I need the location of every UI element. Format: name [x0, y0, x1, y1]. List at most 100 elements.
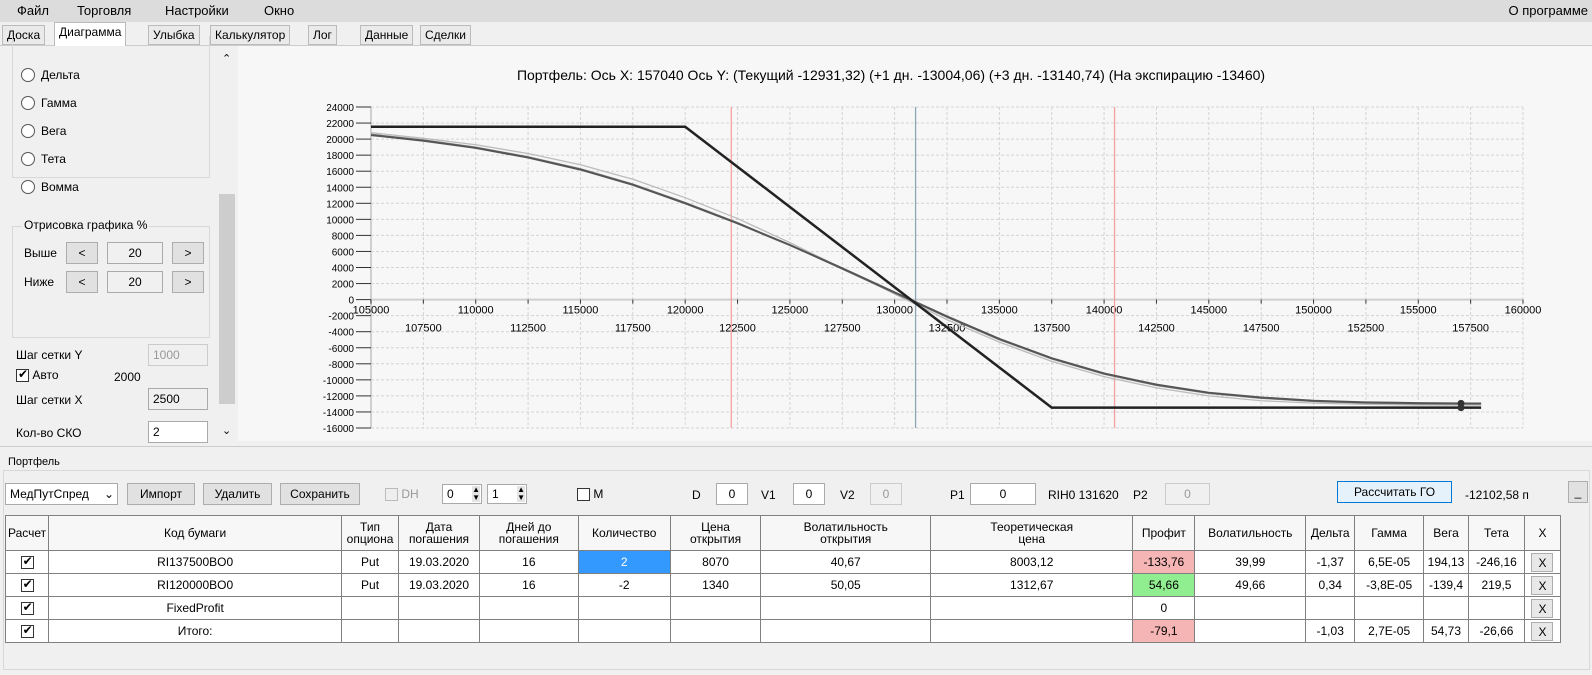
table-cell[interactable]: -1,03	[1305, 619, 1356, 643]
spinner-arrows-icon[interactable]: ▲ ▼	[472, 485, 480, 502]
table-cell[interactable]	[669, 619, 762, 643]
calc-checkbox-cell[interactable]	[4, 550, 50, 574]
checkbox-icon[interactable]	[20, 623, 34, 639]
radio-vega[interactable]: Вега	[21, 124, 66, 138]
column-header[interactable]: Цена открытия	[669, 515, 762, 551]
delete-row-button[interactable]: X	[1531, 598, 1554, 618]
import-button[interactable]: Импорт	[127, 483, 195, 505]
table-cell[interactable]: -133,76	[1132, 550, 1196, 574]
table-cell[interactable]: 40,67	[760, 550, 932, 574]
tab-calculator[interactable]: Калькулятор	[210, 25, 291, 45]
table-cell[interactable]: 2	[577, 550, 671, 574]
table-cell[interactable]: -1,37	[1305, 550, 1356, 574]
column-header[interactable]: Дельта	[1305, 515, 1356, 551]
column-header[interactable]: Волатильность открытия	[760, 515, 932, 551]
table-cell[interactable]: 50,05	[760, 573, 932, 597]
table-cell[interactable]	[1194, 596, 1307, 620]
table-cell[interactable]: 1312,67	[930, 573, 1134, 597]
above-increase-button[interactable]: >	[172, 242, 204, 264]
v2-input[interactable]: 0	[870, 483, 902, 505]
column-header[interactable]: Гамма	[1354, 515, 1425, 551]
table-cell[interactable]: 1340	[669, 573, 762, 597]
table-cell[interactable]: FixedProfit	[48, 596, 343, 620]
table-cell[interactable]: 2,7E-05	[1354, 619, 1425, 643]
table-cell[interactable]: 16	[478, 550, 579, 574]
column-header[interactable]: Дата погашения	[398, 515, 480, 551]
tab-diagram[interactable]: Диаграмма	[54, 22, 127, 46]
grid-x-input[interactable]: 2500	[148, 388, 208, 410]
radio-gamma[interactable]: Гамма	[21, 96, 77, 110]
calc-checkbox-cell[interactable]	[4, 573, 50, 597]
spinner-arrows-icon[interactable]: ▲ ▼	[517, 485, 525, 502]
p1-input[interactable]: 0	[970, 483, 1036, 505]
v1-input[interactable]: 0	[793, 483, 825, 505]
left-panel-scrollbar[interactable]: ⌃ ⌄	[218, 46, 236, 441]
table-cell[interactable]	[1423, 596, 1469, 620]
table-cell[interactable]: 219,5	[1468, 573, 1525, 597]
splitter[interactable]	[0, 446, 1592, 450]
d-input[interactable]: 0	[716, 483, 748, 505]
table-cell[interactable]	[760, 596, 932, 620]
table-cell[interactable]: 194,13	[1423, 550, 1469, 574]
table-cell[interactable]: -79,1	[1132, 619, 1196, 643]
table-row[interactable]: RI137500BO0Put19.03.2020162807040,678003…	[4, 550, 1562, 574]
table-cell[interactable]: 0,34	[1305, 573, 1356, 597]
scroll-up-icon[interactable]: ⌃	[222, 53, 232, 65]
delete-button[interactable]: Удалить	[203, 483, 272, 505]
column-header[interactable]: Теоретическая цена	[930, 515, 1134, 551]
menu-settings[interactable]: Настройки	[165, 3, 229, 18]
sko-input[interactable]: 2	[148, 421, 208, 443]
table-cell[interactable]: Итого:	[48, 619, 343, 643]
column-header[interactable]: Профит	[1132, 515, 1196, 551]
p2-input[interactable]: 0	[1165, 483, 1210, 505]
more-button[interactable]: _	[1568, 481, 1588, 503]
menu-window[interactable]: Окно	[264, 3, 295, 18]
column-header[interactable]: Тип опциона	[341, 515, 400, 551]
below-decrease-button[interactable]: <	[66, 271, 98, 293]
grid-y-input[interactable]: 1000	[148, 344, 208, 366]
checkbox-icon[interactable]	[20, 600, 34, 616]
calc-checkbox-cell[interactable]	[4, 596, 50, 620]
scroll-thumb[interactable]	[219, 194, 235, 404]
dh-checkbox[interactable]: DH	[385, 487, 419, 502]
table-cell[interactable]	[760, 619, 932, 643]
above-value[interactable]: 20	[107, 242, 163, 264]
table-cell[interactable]	[1468, 596, 1525, 620]
table-cell[interactable]	[1354, 596, 1425, 620]
table-row[interactable]: RI120000BO0Put19.03.202016-2134050,05131…	[4, 573, 1562, 597]
table-row[interactable]: FixedProfit 0 X	[4, 596, 1562, 620]
calc-go-button[interactable]: Рассчитать ГО	[1337, 481, 1452, 503]
table-cell[interactable]: 39,99	[1194, 550, 1307, 574]
menu-trade[interactable]: Торговля	[77, 3, 132, 18]
table-cell[interactable]: 54,66	[1132, 573, 1196, 597]
table-cell[interactable]	[930, 596, 1134, 620]
tab-deals[interactable]: Сделки	[420, 25, 471, 45]
table-cell[interactable]	[478, 619, 579, 643]
table-cell[interactable]: 49,66	[1194, 573, 1307, 597]
table-cell[interactable]	[341, 619, 400, 643]
below-value[interactable]: 20	[107, 271, 163, 293]
column-header[interactable]: Вега	[1423, 515, 1469, 551]
tab-log[interactable]: Лог	[308, 25, 337, 45]
table-cell[interactable]: Put	[341, 550, 400, 574]
radio-delta[interactable]: Дельта	[21, 68, 80, 82]
portfolio-select[interactable]: МедПутСпред ⌄	[5, 483, 118, 505]
table-cell[interactable]: 19.03.2020	[398, 550, 480, 574]
checkbox-icon[interactable]	[20, 577, 34, 593]
table-cell[interactable]: -246,16	[1468, 550, 1525, 574]
menu-file[interactable]: Файл	[17, 3, 49, 18]
table-cell[interactable]: RI137500BO0	[48, 550, 343, 574]
table-cell[interactable]: Put	[341, 573, 400, 597]
column-header[interactable]: Количество	[577, 515, 671, 551]
table-cell[interactable]: RI120000BO0	[48, 573, 343, 597]
table-cell[interactable]: 16	[478, 573, 579, 597]
m-checkbox[interactable]: M	[577, 487, 603, 502]
spin-1[interactable]: 0 ▲ ▼	[442, 484, 482, 504]
table-cell[interactable]	[398, 596, 480, 620]
table-cell[interactable]	[1305, 596, 1356, 620]
column-header[interactable]: Код бумаги	[48, 515, 343, 551]
above-decrease-button[interactable]: <	[66, 242, 98, 264]
table-cell[interactable]	[577, 596, 671, 620]
column-header[interactable]: Тета	[1468, 515, 1525, 551]
